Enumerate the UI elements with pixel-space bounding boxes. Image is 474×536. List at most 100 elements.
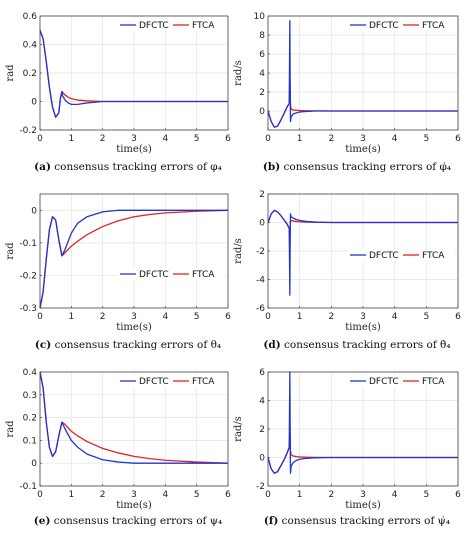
y-tick-label: 0.4: [23, 41, 38, 51]
legend: DFCTC FTCA: [348, 375, 454, 387]
legend-label-dfctc: DFCTC: [139, 21, 169, 31]
legend-label-ftca: FTCA: [192, 377, 215, 387]
panel-caption: (c) consensus tracking errors of θ₄: [35, 339, 221, 351]
y-tick-label: 0.6: [23, 12, 38, 22]
x-tick-label: 6: [225, 312, 231, 322]
x-tick-label: 4: [162, 490, 168, 500]
x-axis-label: time(s): [116, 500, 152, 511]
y-tick-label: 0: [259, 454, 265, 464]
chart-panel-c: 0 1 2 3 4 5 6 -0.3 -0.2 -0.1 0 time(s) rad DFCTC FTCA (…: [5, 193, 231, 351]
x-tick-label: 2: [100, 490, 106, 500]
legend: DFCTC FTCA: [118, 268, 224, 280]
legend-box: [118, 375, 224, 387]
legend-label-ftca: FTCA: [422, 377, 445, 387]
y-tick-label: 0: [31, 98, 37, 108]
x-axis-label: time(s): [116, 144, 152, 155]
legend-label-dfctc: DFCTC: [369, 251, 399, 261]
plot-frame: [39, 193, 229, 309]
y-axis-label: rad/s: [233, 416, 244, 442]
y-tick-label: 8: [259, 31, 265, 41]
x-tick-label: 3: [360, 312, 366, 322]
x-tick-label: 1: [68, 134, 74, 144]
x-tick-label: 4: [392, 490, 398, 500]
y-tick-label: 0.1: [23, 436, 37, 446]
x-tick-label: 1: [297, 134, 303, 144]
x-tick-label: 5: [194, 134, 200, 144]
plot-frame: [39, 371, 229, 487]
x-tick-label: 0: [265, 490, 271, 500]
y-tick-label: -0.1: [19, 239, 37, 249]
y-tick-label: 2: [259, 88, 265, 98]
panel-caption: (e) consensus tracking errors of ψ₄: [34, 515, 222, 527]
x-tick-label: 2: [328, 134, 334, 144]
x-tick-label: 3: [131, 134, 137, 144]
y-axis-label: rad/s: [233, 60, 244, 86]
y-tick-label: 4: [259, 397, 265, 407]
x-tick-label: 5: [194, 312, 200, 322]
legend-label-dfctc: DFCTC: [369, 377, 399, 387]
y-tick-label: -2: [256, 482, 265, 492]
y-tick-label: 0.2: [23, 414, 37, 424]
panel-caption-label: (b): [263, 161, 280, 173]
y-tick-label: -0.2: [19, 126, 37, 136]
y-tick-label: 4: [259, 69, 265, 79]
series-line-dfctc: [39, 30, 228, 118]
legend: DFCTC FTCA: [118, 19, 224, 31]
y-tick-label: -4: [256, 276, 265, 286]
x-tick-label: 4: [392, 312, 398, 322]
legend-box: [348, 19, 454, 31]
legend-label-ftca: FTCA: [422, 21, 445, 31]
y-tick-label: -6: [256, 304, 265, 314]
panel-caption-label: (a): [34, 161, 51, 173]
x-tick-label: 3: [131, 312, 137, 322]
legend-box: [348, 375, 454, 387]
plot-frame: [39, 15, 229, 131]
panel-caption: (a) consensus tracking errors of φ₄: [34, 161, 222, 173]
legend-box: [118, 268, 224, 280]
y-tick-label: -0.3: [19, 304, 37, 314]
x-tick-label: 6: [225, 134, 231, 144]
x-tick-label: 3: [360, 490, 366, 500]
panel-caption-text: consensus tracking errors of φ₄: [54, 161, 222, 173]
x-tick-label: 0: [265, 134, 271, 144]
y-tick-label: 2: [259, 190, 265, 200]
x-tick-label: 0: [37, 312, 43, 322]
x-tick-label: 4: [392, 134, 398, 144]
panel-caption-label: (c): [35, 339, 51, 351]
y-axis-label: rad: [5, 242, 16, 260]
panel-caption-label: (d): [263, 339, 280, 351]
panel-caption-text: consensus tracking errors of θ₄: [55, 339, 222, 351]
y-tick-label: 0.2: [23, 69, 37, 79]
x-tick-label: 0: [37, 490, 43, 500]
y-tick-label: 6: [259, 368, 265, 378]
y-tick-label: 0.4: [23, 368, 38, 378]
legend: DFCTC FTCA: [348, 19, 454, 31]
x-axis-label: time(s): [116, 322, 152, 333]
x-tick-label: 5: [423, 134, 429, 144]
panel-caption-text: consensus tracking errors of ψ₄: [54, 515, 222, 527]
x-tick-label: 6: [455, 490, 461, 500]
plot-frame: [267, 15, 459, 131]
y-tick-label: 2: [259, 425, 265, 435]
panel-caption: (f) consensus tracking errors of ψ̇₄: [264, 514, 450, 527]
series-line-dfctc: [267, 371, 458, 474]
y-tick-label: -0.2: [19, 271, 37, 281]
panel-caption-text: consensus tracking errors of ψ̇₄: [282, 514, 450, 527]
x-tick-label: 5: [194, 490, 200, 500]
panel-caption-label: (e): [34, 515, 51, 527]
x-tick-label: 1: [68, 312, 74, 322]
x-tick-label: 1: [297, 312, 303, 322]
x-tick-label: 6: [455, 312, 461, 322]
legend: DFCTC FTCA: [348, 249, 454, 261]
chart-panel-b: 0 1 2 3 4 5 6 0 2 4 6 8 10 time(s) rad/s DFCTC FTCA (b) c…: [233, 12, 461, 173]
legend: DFCTC FTCA: [118, 375, 224, 387]
x-tick-label: 3: [131, 490, 137, 500]
x-tick-label: 3: [360, 134, 366, 144]
x-tick-label: 6: [455, 134, 461, 144]
x-axis-label: time(s): [345, 144, 381, 155]
plot-frame: [267, 193, 459, 309]
